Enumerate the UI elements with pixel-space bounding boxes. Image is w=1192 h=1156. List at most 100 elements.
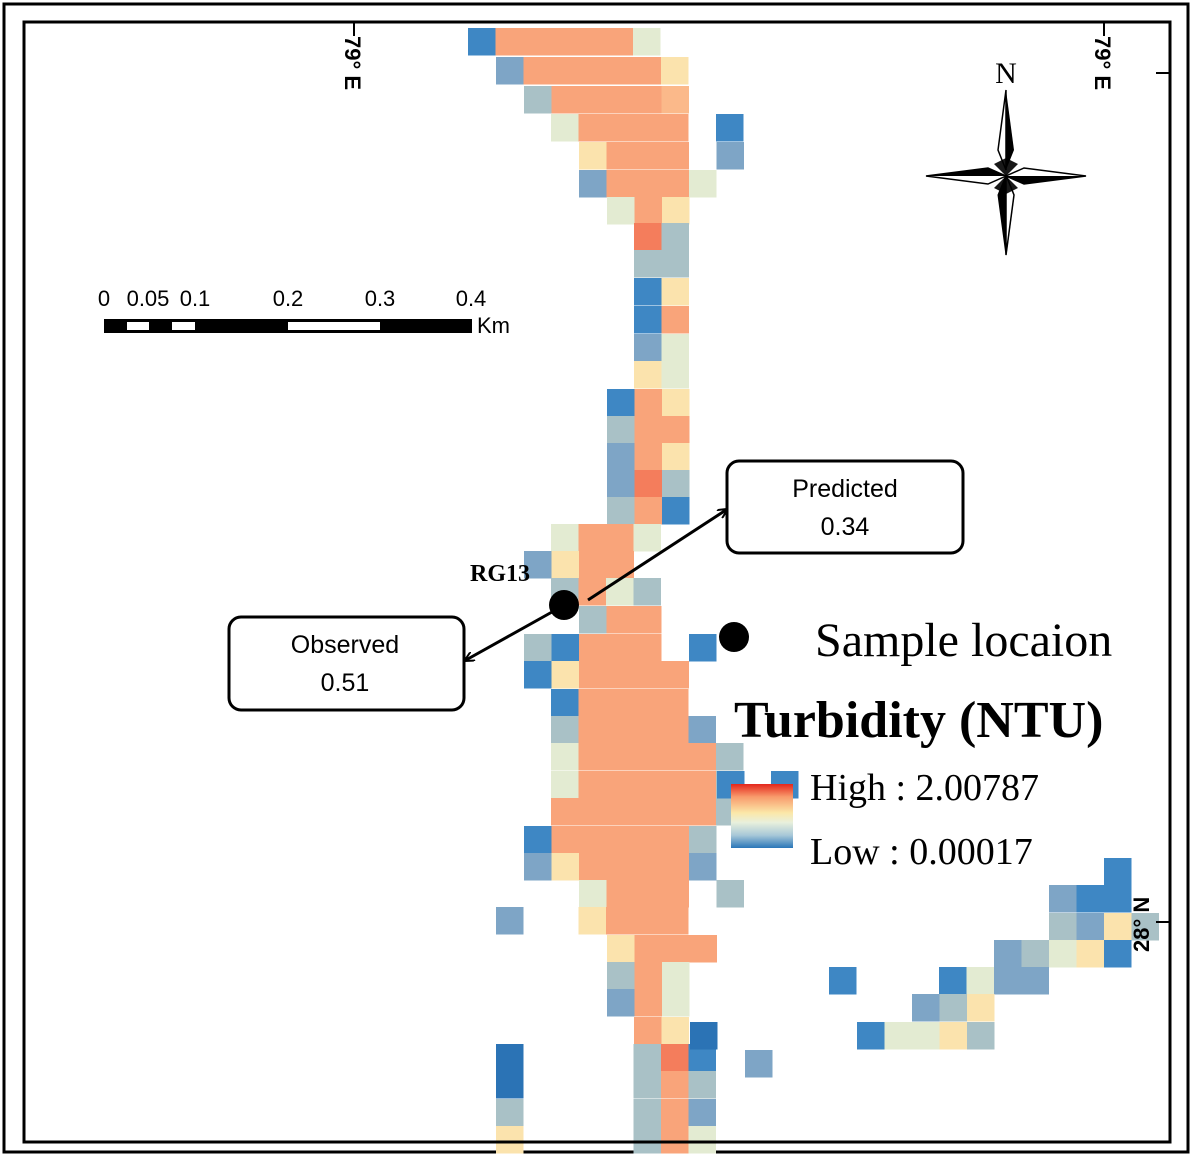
raster-cell [634,278,662,306]
raster-cell [994,940,1022,968]
raster-cell [495,28,523,56]
raster-cell [606,771,634,799]
raster-cell [634,416,662,444]
scale-tick-4: 0.3 [365,286,396,311]
raster-cell [661,1044,689,1072]
raster-cell [661,170,689,198]
raster-cell [634,634,662,662]
raster-cell [745,1050,773,1078]
raster-cell [633,1099,661,1127]
raster-cell [662,197,690,225]
raster-cell [661,1126,689,1154]
raster-cell [606,689,634,717]
raster-cell [524,634,552,662]
raster-cell [634,853,662,881]
raster-cell [579,661,607,689]
raster-cell [606,578,634,606]
raster-cell [633,1126,661,1154]
raster-cell [688,716,716,744]
raster-cell [579,86,607,114]
raster-cell [607,443,635,471]
sample-point-rg13[interactable] [549,590,579,620]
raster-cell [939,967,967,995]
raster-cell [551,771,579,799]
raster-cell [633,578,661,606]
raster-cell [633,689,661,717]
raster-cell [633,798,661,826]
raster-cell [661,798,689,826]
raster-cell [551,853,579,881]
observed-callout: Observed 0.51 [227,615,466,712]
raster-cell [633,716,661,744]
raster-cell [633,1071,661,1099]
observed-value: 0.51 [321,669,370,697]
raster-cell [606,826,634,854]
raster-cell [606,606,634,634]
raster-cell [661,907,689,935]
raster-cell [579,880,607,908]
raster-cell [496,1099,524,1127]
predicted-callout: Predicted 0.34 [725,459,965,555]
raster-cell [607,197,635,225]
legend-color-ramp [731,784,793,848]
raster-cell [634,334,662,362]
raster-cell [634,361,662,389]
raster-cell [606,142,634,170]
raster-cell [634,223,662,251]
raster-cell [634,880,662,908]
raster-cell [633,114,661,142]
raster-cell [578,524,606,552]
raster-cell [661,853,689,881]
raster-cell [634,962,662,990]
raster-cell [496,907,524,935]
scale-tick-2: 0.1 [180,286,211,311]
raster-cell [605,28,633,56]
raster-cell [579,634,607,662]
raster-cell [967,1022,995,1050]
raster-cell [661,1071,689,1099]
raster-cell [912,994,940,1022]
raster-cell [579,606,607,634]
raster-cell [607,470,635,498]
raster-cell [662,497,690,525]
raster-cell [662,470,690,498]
scale-tick-0: 0 [98,286,110,311]
raster-cell [689,853,717,881]
raster-cell [661,223,689,251]
raster-cell [607,497,635,525]
raster-cell [606,170,634,198]
raster-cell [661,661,689,689]
raster-cell [606,634,634,662]
raster-cell [579,551,607,579]
raster-cell [661,1017,689,1045]
raster-cell [524,826,552,854]
sample-site-label: RG13 [470,561,530,587]
raster-cell [661,142,689,170]
raster-cell [550,28,578,56]
legend: Sample locaion Turbidity (NTU) High : 2.… [719,614,1112,873]
raster-cell [633,524,661,552]
raster-cell [1104,885,1132,913]
raster-cell [634,1017,662,1045]
raster-cell [551,524,579,552]
raster-cell [662,389,690,417]
raster-cell [468,28,496,56]
raster-cell [634,497,662,525]
raster-cell [939,994,967,1022]
raster-cell [689,170,717,198]
raster-cell [607,962,635,990]
raster-cell [551,114,579,142]
lat-label: 28° N [1129,897,1154,952]
observed-arrow [466,610,553,660]
raster-cell [578,57,606,85]
raster-cell [551,798,579,826]
raster-cell [688,771,716,799]
raster-cell [634,661,662,689]
raster-cell [578,771,606,799]
raster-cell [551,743,579,771]
raster-cell [716,743,744,771]
raster-cell [551,716,579,744]
legend-sample-symbol [719,622,749,652]
